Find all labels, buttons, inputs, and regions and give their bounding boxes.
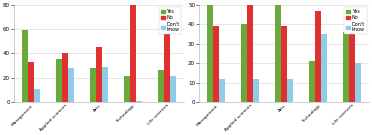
Bar: [253, 79, 259, 102]
Bar: [22, 30, 28, 102]
Bar: [207, 3, 213, 102]
Bar: [275, 3, 281, 102]
Bar: [349, 13, 355, 102]
Bar: [102, 67, 108, 102]
Bar: [355, 63, 362, 102]
Bar: [309, 61, 315, 102]
Bar: [62, 53, 68, 102]
Bar: [158, 70, 164, 102]
Bar: [219, 79, 225, 102]
Bar: [343, 32, 349, 102]
Bar: [68, 68, 74, 102]
Bar: [287, 79, 294, 102]
Legend: Yes, No, Don't
know: Yes, No, Don't know: [159, 7, 182, 34]
Bar: [315, 11, 321, 102]
Bar: [90, 68, 96, 102]
Bar: [28, 62, 34, 102]
Bar: [170, 77, 176, 102]
Bar: [281, 26, 287, 102]
Legend: Yes, No, Don't
know: Yes, No, Don't know: [344, 7, 367, 34]
Bar: [96, 47, 102, 102]
Bar: [124, 77, 130, 102]
Bar: [213, 26, 219, 102]
Bar: [247, 3, 253, 102]
Bar: [130, 4, 136, 102]
Bar: [164, 33, 170, 102]
Bar: [56, 60, 62, 102]
Bar: [321, 34, 327, 102]
Bar: [136, 101, 142, 102]
Bar: [34, 89, 40, 102]
Bar: [241, 24, 247, 102]
